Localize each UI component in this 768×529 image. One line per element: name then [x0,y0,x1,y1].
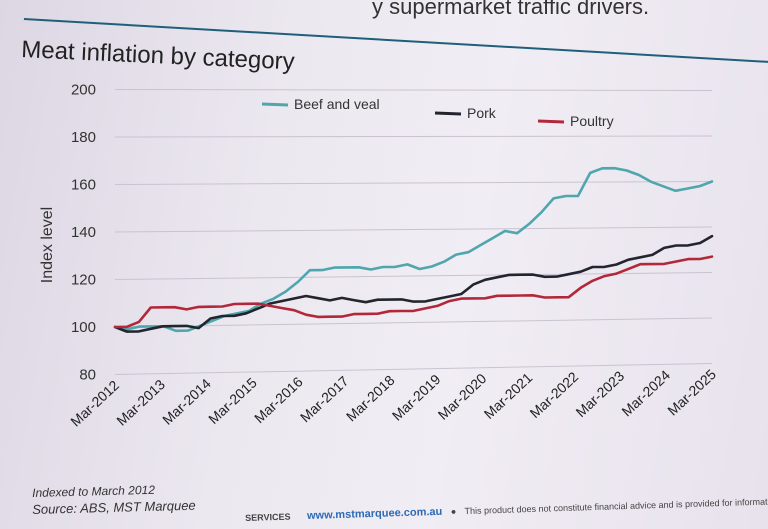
slide-caption: y supermarket traffic drivers. [372,0,650,19]
y-tick-label: 180 [71,129,96,146]
y-tick-label: 140 [71,224,96,241]
footer-bullet: ● [450,506,457,517]
y-axis-ticks: 80 100 120 140 160 180 200 [71,82,96,384]
y-tick-label: 120 [71,272,96,289]
x-tick-label: Mar-2012 [67,377,122,430]
x-tick-label: Mar-2013 [113,376,168,429]
series-line-beef-and-veal [113,166,714,333]
gridline [114,181,713,185]
series-line-poultry [113,255,714,329]
gridlines [114,89,713,375]
gridline [114,363,713,375]
legend-label-pork: Pork [467,105,497,121]
legend-swatch-beef-and-veal [261,102,289,107]
footer-services: SERVICES [245,511,291,523]
y-axis-label: Index level [39,207,56,284]
gridline [114,272,713,280]
y-tick-label: 100 [71,319,96,336]
x-tick-label: Mar-2016 [251,373,306,426]
x-tick-label: Mar-2018 [343,372,398,425]
gridline [114,135,713,138]
x-tick-label: Mar-2025 [664,366,719,419]
y-tick-label: 200 [71,82,96,99]
legend: Beef and veal Pork Poultry [261,96,614,129]
gridline [114,89,713,91]
x-tick-label: Mar-2020 [435,370,490,423]
y-tick-label: 80 [79,367,96,384]
x-tick-label: Mar-2022 [527,368,582,421]
x-tick-label: Mar-2023 [572,368,627,421]
gridline [114,317,713,328]
legend-swatch-pork [434,111,462,116]
y-tick-label: 160 [71,177,96,194]
x-tick-label: Mar-2019 [389,371,444,424]
x-tick-label: Mar-2014 [159,375,214,428]
gridline [114,226,713,233]
x-tick-label: Mar-2015 [205,374,260,427]
x-axis-ticks: Mar-2012Mar-2013Mar-2014Mar-2015Mar-2016… [67,366,719,430]
x-tick-label: Mar-2024 [618,367,673,420]
legend-label-beef-and-veal: Beef and veal [294,96,380,112]
x-tick-label: Mar-2017 [297,373,352,426]
x-tick-label: Mar-2021 [481,369,536,422]
legend-swatch-poultry [537,119,565,124]
series-lines [113,166,714,333]
series-line-pork [113,234,714,333]
legend-label-poultry: Poultry [570,113,614,129]
